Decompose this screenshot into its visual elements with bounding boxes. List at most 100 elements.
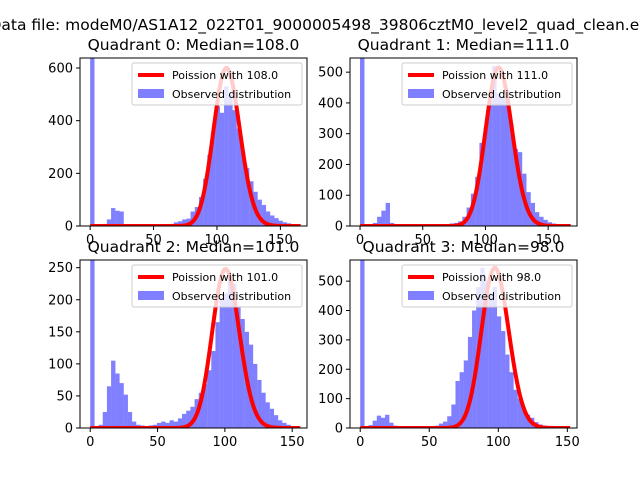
histogram-bar bbox=[165, 422, 170, 428]
histogram-bar bbox=[360, 260, 365, 428]
histogram-bar bbox=[530, 202, 536, 226]
histogram-bar bbox=[244, 168, 250, 226]
axes-frame bbox=[349, 259, 578, 429]
y-tick-label: 600 bbox=[48, 62, 73, 77]
histogram-bar bbox=[157, 422, 162, 428]
histogram-bar bbox=[186, 410, 191, 428]
histogram-bar bbox=[438, 423, 444, 428]
legend: Poission with 111.0 Observed distribution bbox=[401, 62, 573, 106]
histogram-bar bbox=[385, 202, 391, 226]
histogram-bar bbox=[484, 281, 489, 428]
x-tick-label: 150 bbox=[536, 233, 561, 248]
histogram-bar bbox=[282, 422, 287, 428]
y-tick-label: 400 bbox=[48, 114, 73, 129]
x-tick-label: 0 bbox=[86, 233, 94, 248]
histogram-bar bbox=[102, 411, 108, 428]
histogram-bar bbox=[211, 351, 216, 428]
y-tick-label: 150 bbox=[48, 325, 73, 340]
histogram-bar bbox=[232, 283, 237, 428]
histogram-bar bbox=[513, 149, 518, 226]
histogram-bar bbox=[447, 416, 452, 428]
histogram-bar bbox=[269, 408, 275, 428]
histogram-bar bbox=[90, 58, 95, 226]
histogram-bar bbox=[182, 219, 187, 226]
y-tick-label: 100 bbox=[48, 357, 73, 372]
poisson-curve bbox=[89, 266, 301, 428]
panel-q2: 0 50 100 150 0 50 100 150 200 250 Poission with 10… bbox=[48, 238, 308, 450]
histogram-bar bbox=[106, 219, 112, 226]
histogram-bar bbox=[106, 386, 112, 428]
histogram-bar bbox=[459, 372, 464, 428]
legend-patch-swatch bbox=[408, 291, 434, 300]
x-tick-label: 50 bbox=[149, 435, 166, 450]
histogram-bar bbox=[261, 392, 266, 428]
histogram-bar bbox=[501, 331, 506, 428]
histogram-bar bbox=[539, 216, 544, 226]
y-tick-label: 200 bbox=[318, 363, 343, 378]
legend-label-poisson: Poission with 101.0 bbox=[172, 271, 278, 284]
histogram-bar bbox=[479, 142, 484, 226]
chart-panels: 0 50 100 150 0 200 400 600 Poission with 108.0 Ob… bbox=[48, 36, 580, 450]
legend-patch-swatch bbox=[138, 89, 164, 98]
panel-q0: 0 50 100 150 0 200 400 600 Poission with 108.0 Ob… bbox=[48, 36, 308, 248]
histogram-bar bbox=[509, 124, 514, 226]
histogram-bar bbox=[211, 128, 216, 226]
histogram-bar bbox=[273, 415, 279, 428]
panel-title: Quadrant 0: Median=108.0 bbox=[88, 36, 300, 54]
histogram-bar bbox=[240, 152, 246, 226]
histogram-bar bbox=[389, 422, 394, 428]
y-tick-label: 500 bbox=[318, 275, 343, 290]
x-tick-label: 100 bbox=[212, 435, 237, 450]
histogram-bar bbox=[111, 208, 116, 226]
histogram-bar bbox=[236, 306, 241, 428]
x-tick-label: 100 bbox=[205, 233, 230, 248]
legend-patch-swatch bbox=[138, 291, 164, 300]
legend-label-observed: Observed distribution bbox=[442, 88, 561, 101]
histogram-bar bbox=[115, 210, 120, 226]
legend-label-poisson: Poission with 108.0 bbox=[172, 69, 278, 82]
histogram-bar bbox=[215, 106, 221, 226]
x-tick-label: 100 bbox=[473, 233, 498, 248]
histogram-bar bbox=[487, 102, 493, 226]
histogram-bar bbox=[483, 127, 489, 226]
histogram-bar bbox=[203, 178, 208, 226]
histogram-bar bbox=[223, 293, 229, 428]
x-tick-label: 50 bbox=[421, 435, 438, 450]
histogram-bar bbox=[376, 415, 382, 428]
legend-label-poisson: Poission with 111.0 bbox=[442, 69, 548, 82]
histogram-bar bbox=[219, 112, 225, 226]
legend-box bbox=[401, 62, 573, 106]
panel-q1: 0 50 100 150 0 100 200 300 400 500 Poission with 1… bbox=[318, 36, 578, 248]
panel-title: Quadrant 2: Median=101.0 bbox=[88, 238, 300, 256]
histogram-bar bbox=[131, 421, 137, 428]
histogram-bar bbox=[219, 299, 224, 428]
histogram-bar bbox=[372, 420, 377, 428]
x-tick-label: 50 bbox=[145, 233, 162, 248]
histogram-bar bbox=[115, 373, 120, 428]
y-tick-label: 400 bbox=[318, 304, 343, 319]
histogram-bar bbox=[265, 402, 270, 428]
histogram-bar bbox=[455, 381, 460, 428]
x-tick-label: 150 bbox=[280, 435, 305, 450]
histogram-bar bbox=[505, 90, 510, 226]
y-tick-label: 200 bbox=[48, 167, 73, 182]
histogram-bar bbox=[248, 344, 254, 428]
legend-patch-swatch bbox=[408, 89, 434, 98]
histogram-bar bbox=[198, 392, 204, 428]
histogram-bar bbox=[127, 411, 133, 428]
histogram-bar bbox=[182, 413, 187, 428]
histogram-bar bbox=[119, 211, 124, 226]
histogram-bar bbox=[261, 204, 267, 226]
histogram-bar bbox=[169, 420, 174, 428]
histogram-bar bbox=[543, 219, 548, 226]
histogram-bar bbox=[278, 420, 283, 428]
x-tick-label: 50 bbox=[414, 233, 431, 248]
histogram-bar bbox=[161, 421, 166, 428]
histogram-bar bbox=[177, 418, 183, 428]
histogram-bar bbox=[380, 417, 386, 428]
y-tick-label: 0 bbox=[65, 422, 73, 437]
histogram-bar bbox=[451, 404, 456, 428]
histogram-bar bbox=[381, 210, 386, 226]
histogram-bar bbox=[215, 322, 220, 428]
legend-box bbox=[401, 264, 573, 308]
